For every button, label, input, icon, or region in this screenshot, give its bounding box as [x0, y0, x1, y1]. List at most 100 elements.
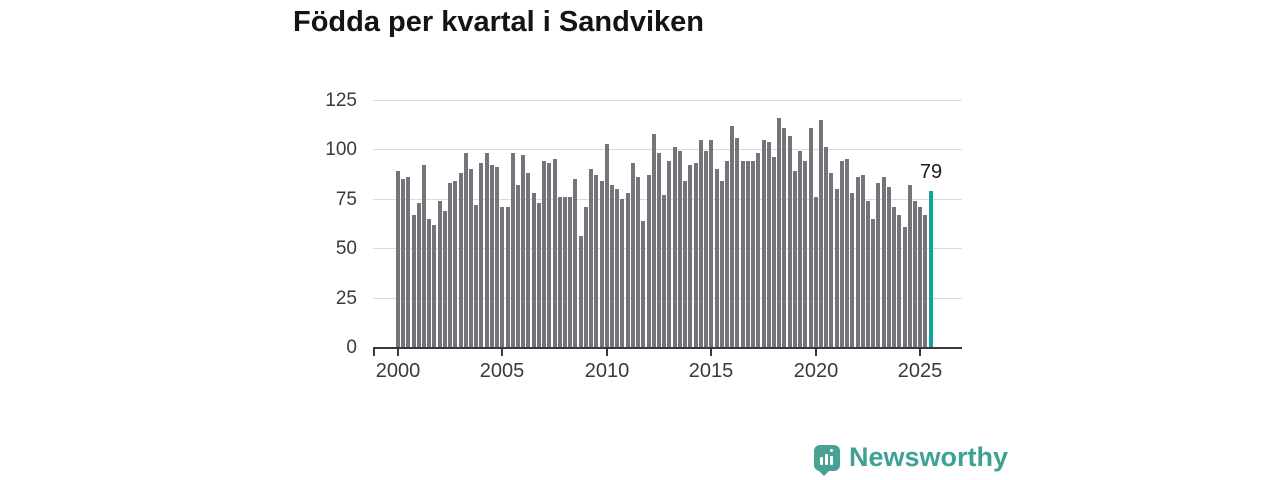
bar [740, 161, 745, 347]
x-axis-tick [815, 349, 817, 356]
bar [860, 175, 865, 347]
bar [479, 163, 484, 347]
bar [636, 177, 641, 347]
bar [411, 214, 416, 347]
bar [589, 169, 594, 347]
bar [766, 141, 771, 347]
x-axis-tick-label: 2010 [584, 360, 630, 382]
bar [845, 159, 850, 347]
x-axis-tick-label: 2020 [793, 360, 839, 382]
y-axis-tick-label: 25 [335, 288, 357, 309]
bar [667, 161, 672, 347]
bar [662, 194, 667, 347]
bar [688, 165, 693, 347]
bar [484, 153, 489, 347]
bar [787, 135, 792, 347]
y-axis-tick-label: 75 [335, 189, 357, 210]
y-axis-tick-label: 0 [346, 337, 357, 358]
bar [730, 125, 735, 347]
bar [604, 143, 609, 347]
newsworthy-logo-icon [814, 444, 840, 476]
x-axis-line [373, 347, 962, 349]
brand-name: Newsworthy [849, 442, 1009, 472]
x-axis-tick [919, 349, 921, 356]
x-axis-tick [397, 349, 399, 356]
bar [798, 151, 802, 347]
bar [421, 165, 426, 347]
bar [818, 119, 823, 347]
last-value-label: 79 [919, 161, 943, 183]
bar [505, 206, 510, 347]
brand-footer: Newsworthy [814, 442, 1009, 476]
bar [714, 169, 719, 347]
bar [923, 214, 928, 347]
bar [416, 202, 421, 347]
bar [866, 200, 870, 347]
bar [448, 183, 452, 347]
bar [913, 200, 917, 347]
x-axis-tick [501, 349, 503, 356]
bar [599, 181, 604, 347]
bar [432, 224, 437, 347]
bar [902, 226, 907, 347]
logo-speech-tail [817, 468, 831, 476]
bar [834, 188, 839, 347]
bar [704, 151, 708, 347]
bar [881, 177, 886, 347]
x-axis-tick [606, 349, 608, 356]
bar [495, 167, 500, 347]
bar [683, 181, 688, 347]
bar [442, 210, 447, 347]
bar [395, 171, 400, 347]
bar [897, 214, 902, 347]
bar [521, 155, 526, 347]
bar [907, 185, 912, 347]
bar [646, 175, 651, 347]
bar [886, 186, 891, 347]
bar [824, 147, 829, 347]
bar [620, 198, 625, 347]
bar [463, 153, 468, 347]
bar [568, 196, 573, 347]
bar [578, 236, 583, 347]
bar [871, 218, 876, 347]
bar [792, 171, 797, 347]
bar [808, 127, 813, 347]
x-axis-tick-label: 2005 [479, 360, 525, 382]
logo-minibar-2 [825, 453, 828, 465]
bar [756, 153, 761, 347]
bar [573, 179, 578, 347]
bar [526, 173, 531, 347]
logo-minibar-3 [830, 455, 833, 465]
y-axis-tick-label: 50 [335, 238, 357, 259]
bar [516, 185, 520, 347]
logo-minibar-1 [820, 456, 823, 465]
bar [771, 157, 776, 347]
x-axis-tick-label: 2025 [897, 360, 943, 382]
bar [536, 202, 541, 347]
bar [474, 204, 479, 347]
logo-exclamation-dot [830, 448, 833, 452]
bar [719, 181, 724, 347]
bar [427, 218, 432, 347]
bar [761, 139, 766, 347]
bar [437, 200, 442, 347]
bar [813, 196, 818, 347]
bar [803, 161, 808, 347]
bar [641, 220, 646, 347]
bar [489, 165, 494, 347]
y-axis-tick-label: 125 [325, 90, 357, 111]
bar [677, 151, 682, 347]
bar [500, 206, 505, 347]
bar [625, 192, 630, 347]
bar [552, 159, 557, 347]
bar [615, 188, 620, 347]
bar [610, 185, 614, 347]
bar [453, 181, 458, 347]
bar [829, 173, 834, 347]
bar [672, 147, 677, 347]
bar [839, 161, 844, 347]
bar [401, 179, 405, 347]
bar [918, 206, 923, 347]
